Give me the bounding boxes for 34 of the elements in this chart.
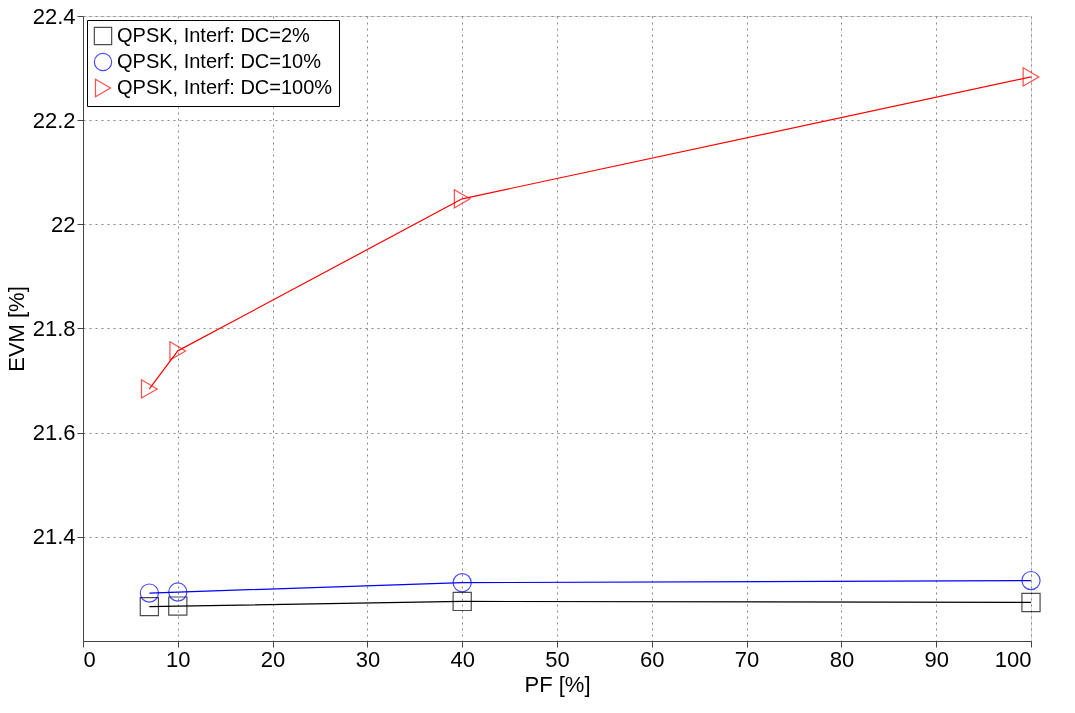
y-tick-label: 22.2 — [32, 107, 76, 133]
x-tick-label: 20 — [260, 646, 286, 672]
x-tick-label: 70 — [734, 646, 760, 672]
point — [168, 582, 188, 602]
x-tick-label: 50 — [545, 646, 570, 672]
x-tick-label: 100 — [994, 646, 1032, 672]
y-axis-title: EVM [%] — [3, 286, 29, 372]
point — [139, 583, 160, 603]
point — [452, 591, 472, 612]
point — [1022, 67, 1040, 87]
point — [139, 596, 160, 617]
x-tick-label: 0 — [83, 646, 96, 672]
x-axis-title: PF [%] — [524, 671, 591, 697]
y-tick-label: 22 — [51, 211, 76, 237]
legend-label: QPSK, Interf: DC=10% — [117, 50, 322, 72]
point — [1021, 592, 1041, 613]
y-tick-label: 22.4 — [32, 3, 76, 29]
point — [140, 379, 158, 399]
point — [168, 596, 188, 616]
y-tick-label: 21.6 — [32, 420, 76, 446]
point — [1021, 570, 1041, 591]
point — [452, 573, 472, 593]
point — [453, 189, 471, 209]
x-tick-label: 10 — [166, 646, 191, 672]
legend-label: QPSK, Interf: DC=100% — [117, 76, 333, 98]
y-tick-label: 21.8 — [32, 316, 76, 341]
x-tick-label: 60 — [640, 646, 665, 672]
x-tick-label: 30 — [355, 646, 381, 672]
point — [169, 341, 187, 361]
x-tick-label: 40 — [450, 646, 475, 672]
y-tick-label: 21.4 — [32, 524, 76, 550]
x-tick-label: 80 — [829, 646, 855, 672]
legend-label: QPSK, Interf: DC=2% — [117, 24, 311, 46]
x-tick-label: 90 — [924, 646, 949, 672]
